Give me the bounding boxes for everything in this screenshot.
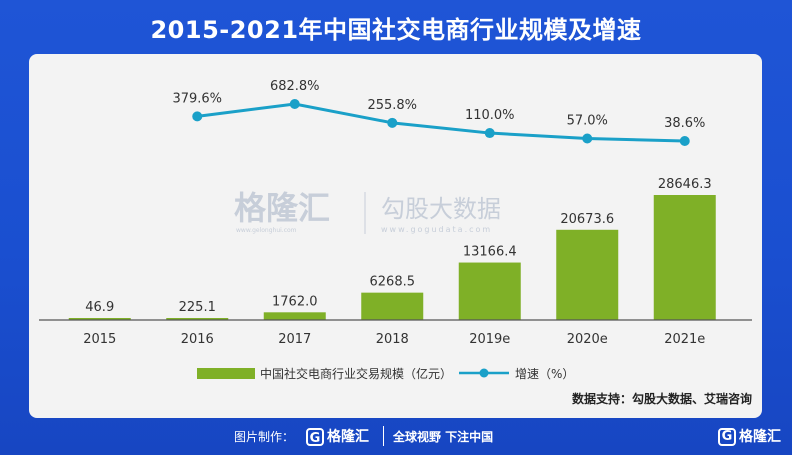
growth-point-2019e — [484, 128, 495, 139]
growth-value-label: 57.0% — [567, 114, 608, 129]
footer-brand-logo: G 格隆汇 — [306, 426, 369, 446]
bar-2015 — [68, 318, 131, 320]
watermark-left-url: www.gelonghui.com — [236, 227, 297, 234]
bar-value-label: 20673.6 — [560, 212, 614, 227]
legend-line-label: 增速（%） — [515, 367, 574, 381]
bar-2021e — [653, 195, 716, 320]
bar-2018 — [361, 292, 424, 320]
g-logo-icon: G — [718, 428, 736, 446]
footer-slogan: 全球视野 下注中国 — [393, 430, 494, 444]
growth-value-label: 255.8% — [367, 98, 417, 113]
bar-2016 — [166, 318, 229, 320]
x-tick-label: 2021e — [664, 332, 705, 347]
legend-line-marker — [479, 368, 489, 378]
growth-value-label: 110.0% — [465, 108, 515, 123]
legend-bar-swatch — [197, 368, 255, 379]
growth-point-2018 — [387, 117, 398, 128]
x-tick-label: 2018 — [376, 332, 409, 347]
corner-brand-name: 格隆汇 — [739, 429, 781, 445]
growth-point-2021e — [679, 136, 690, 146]
x-tick-label: 2016 — [181, 332, 214, 347]
growth-point-2017 — [289, 99, 300, 109]
bar-2017 — [263, 312, 326, 320]
bar-value-label: 13166.4 — [463, 245, 517, 260]
growth-value-label: 682.8% — [270, 79, 320, 94]
chart-panel: 格隆汇 www.gelonghui.com 勾股大数据 www.gogudata.co… — [29, 54, 762, 418]
growth-value-label: 38.6% — [664, 116, 705, 131]
growth-point-2020e — [582, 133, 593, 144]
bar-value-label: 28646.3 — [658, 177, 712, 192]
footer-divider — [383, 426, 384, 446]
growth-point-2016 — [192, 111, 203, 122]
watermark-right-brand: 勾股大数据 — [381, 195, 501, 223]
growth-line — [197, 102, 685, 143]
bar-value-label: 1762.0 — [272, 294, 318, 309]
source-note: 数据支持：勾股大数据、艾瑞咨询 — [572, 391, 752, 406]
bar-value-label: 6268.5 — [370, 275, 416, 290]
x-tick-label: 2017 — [278, 332, 311, 347]
g-logo-icon: G — [306, 428, 324, 446]
legend-bar-label: 中国社交电商行业交易规模（亿元） — [260, 366, 452, 381]
growth-value-label: 379.6% — [172, 91, 222, 106]
bar-2020e — [556, 229, 619, 320]
x-tick-label: 2015 — [83, 332, 116, 347]
corner-brand-logo: G 格隆汇 — [718, 426, 781, 446]
watermark-right-url: www.gogudata.com — [381, 225, 492, 234]
made-by-label: 图片制作： — [234, 430, 295, 444]
bar-value-label: 225.1 — [179, 300, 216, 315]
chart-title: 2015-2021年中国社交电商行业规模及增速 — [150, 16, 642, 44]
x-tick-label: 2019e — [469, 332, 510, 347]
x-tick-label: 2020e — [567, 332, 608, 347]
watermark-left-brand: 格隆汇 — [234, 189, 330, 227]
bar-value-label: 46.9 — [85, 300, 114, 315]
bar-2019e — [458, 262, 521, 320]
footer: 图片制作： G 格隆汇 全球视野 下注中国 G 格隆汇 — [0, 424, 792, 450]
footer-brand-name: 格隆汇 — [327, 429, 369, 445]
